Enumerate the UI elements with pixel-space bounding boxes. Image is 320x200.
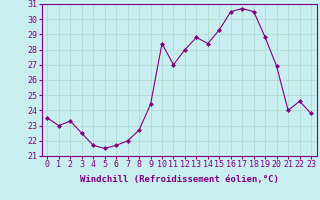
X-axis label: Windchill (Refroidissement éolien,°C): Windchill (Refroidissement éolien,°C) <box>80 175 279 184</box>
